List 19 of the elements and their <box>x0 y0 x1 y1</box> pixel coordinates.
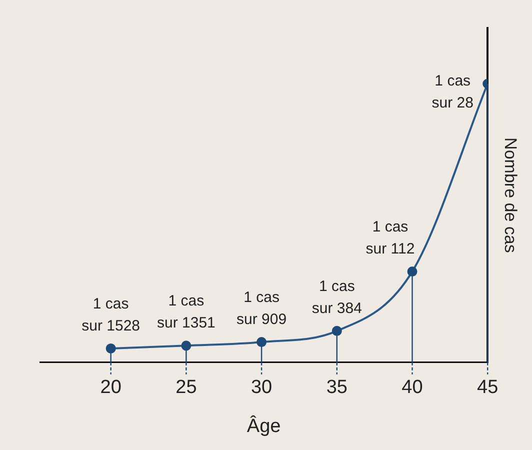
x-tick-label: 45 <box>477 377 498 398</box>
point <box>332 326 342 336</box>
annotation: 1 cas sur 1528 <box>82 295 140 334</box>
annotation: 1 cas sur 909 <box>236 289 287 328</box>
x-tick-label: 30 <box>250 377 272 398</box>
x-tick-label: 35 <box>326 377 348 398</box>
x-axis-title: Âge <box>246 414 281 437</box>
point <box>256 337 267 348</box>
x-tick-label: 20 <box>100 377 122 398</box>
annotation: 1 cas sur 1351 <box>157 292 216 332</box>
annotation: 1 cas sur 28 <box>432 72 474 112</box>
point <box>106 343 116 354</box>
x-tick-label: 40 <box>402 377 423 398</box>
point <box>181 340 192 351</box>
x-tick-label: 25 <box>176 377 197 398</box>
annotation: 1 cas sur 384 <box>312 278 362 317</box>
annotation: 1 cas sur 112 <box>366 218 415 258</box>
point <box>407 266 418 277</box>
y-axis-title: Nombre de cas <box>501 138 520 253</box>
